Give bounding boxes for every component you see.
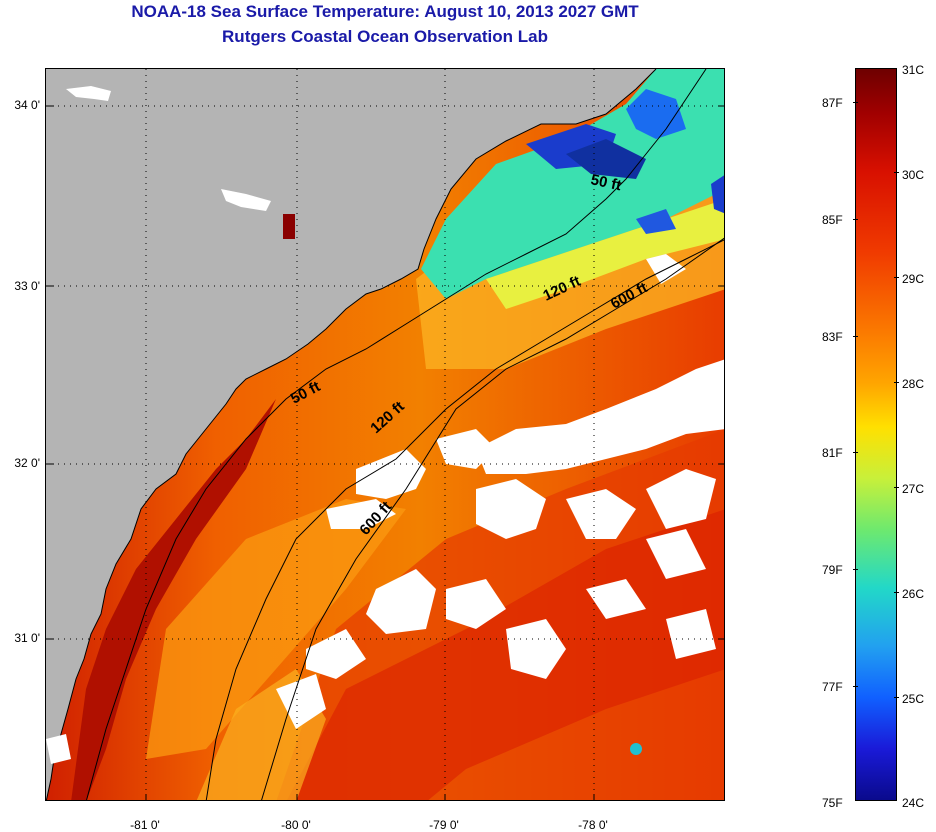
cloud-land-1	[66, 86, 111, 101]
colorbar-label-27c: 27C	[902, 482, 925, 496]
lat-label-34: 34 0'	[14, 98, 40, 112]
tick-marks	[46, 105, 724, 800]
colorbar-label-24c: 24C	[902, 796, 925, 810]
colorbar-label-29c: 29C	[902, 272, 925, 286]
hot-coastal-strip	[71, 399, 276, 800]
colorbar-tick	[894, 382, 899, 383]
lat-label-32: 32 0'	[14, 456, 40, 470]
cloud-cover	[46, 254, 724, 764]
coldest-water-4	[711, 175, 724, 214]
coldest-water-5	[636, 209, 676, 234]
coldest-water-3	[626, 89, 686, 139]
colorbar-tick	[853, 102, 858, 103]
lon-label-81: -81 0'	[130, 818, 160, 832]
colorbar-tick	[894, 172, 899, 173]
map-title: NOAA-18 Sea Surface Temperature: August …	[131, 2, 639, 21]
colorbar-label-25c: 25C	[902, 692, 925, 706]
colorbar-label-26c: 26C	[902, 587, 925, 601]
cool-water-mid	[146, 499, 406, 759]
coldest-water-2	[566, 139, 646, 179]
cold-spot-south	[630, 743, 642, 755]
isobath-600ft	[261, 237, 724, 800]
colorbar-label-83f: 83F	[822, 330, 843, 344]
hot-spot-land	[283, 214, 295, 239]
cloud-land-2	[221, 189, 271, 211]
isobath-label-50ft-north: 50 ft	[589, 171, 623, 194]
sst-map-canvas: 50 ft 120 ft 600 ft 50 ft 120 ft 600 ft	[46, 69, 724, 800]
isobath-50ft	[86, 69, 707, 800]
colorbar-tick	[894, 697, 899, 698]
colorbar-tick	[894, 277, 899, 278]
colorbar-label-28c: 28C	[902, 377, 925, 391]
isobath-120ft	[205, 239, 724, 800]
colorbar-tick	[853, 336, 858, 337]
colorbar-label-85f: 85F	[822, 213, 843, 227]
colorbar-tick	[894, 592, 899, 593]
lon-label-80: -80 0'	[281, 818, 311, 832]
lat-label-31: 31 0'	[14, 631, 40, 645]
colorbar-label-81f: 81F	[822, 446, 843, 460]
colorbar-label-75f: 75F	[822, 796, 843, 810]
map-subtitle: Rutgers Coastal Ocean Observation Lab	[222, 27, 548, 46]
graticule	[46, 69, 724, 800]
colorbar-label-77f: 77F	[822, 680, 843, 694]
colorbar-tick	[853, 686, 858, 687]
coastline	[46, 69, 657, 800]
colorbar-tick	[894, 487, 899, 488]
lon-label-78: -78 0'	[578, 818, 608, 832]
temperature-colorbar	[855, 68, 897, 801]
colorbar-label-31c: 31C	[902, 63, 925, 77]
colorbar-label-79f: 79F	[822, 563, 843, 577]
colorbar-label-30c: 30C	[902, 168, 925, 182]
lat-label-33: 33 0'	[14, 279, 40, 293]
colorbar-tick	[853, 219, 858, 220]
sst-map: 50 ft 120 ft 600 ft 50 ft 120 ft 600 ft	[45, 68, 725, 801]
lon-label-79: -79 0'	[429, 818, 459, 832]
land-mass	[46, 69, 656, 800]
colorbar-tick	[853, 569, 858, 570]
colorbar-tick	[853, 452, 858, 453]
colorbar-label-87f: 87F	[822, 96, 843, 110]
